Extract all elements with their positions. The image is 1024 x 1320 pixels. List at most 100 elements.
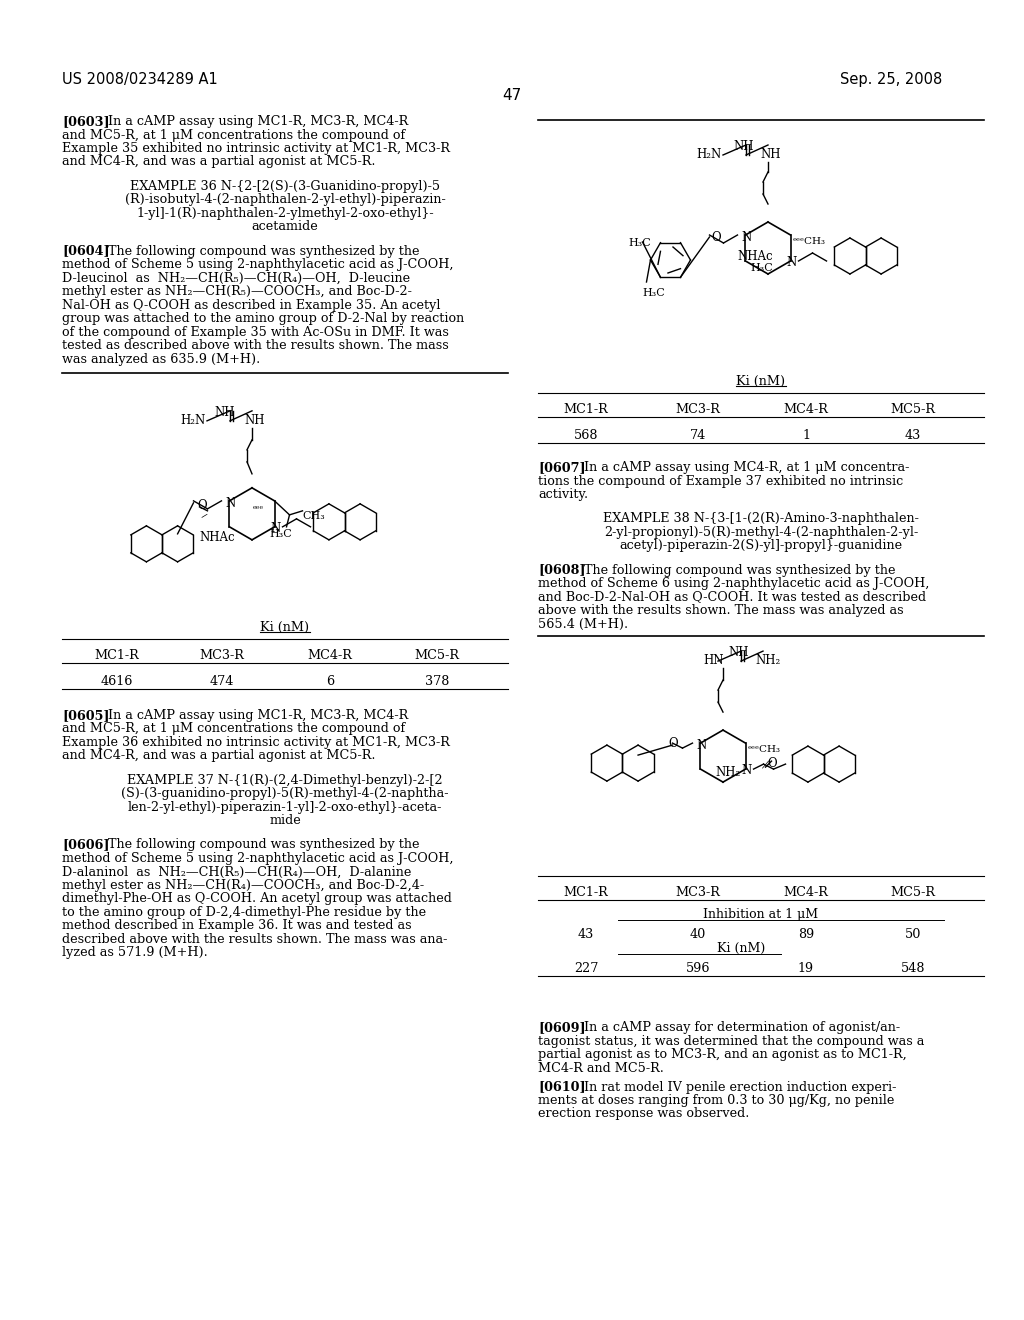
Text: In rat model IV penile erection induction experi-: In rat model IV penile erection inductio… <box>575 1081 896 1093</box>
Text: described above with the results shown. The mass was ana-: described above with the results shown. … <box>62 933 447 946</box>
Text: H₃C: H₃C <box>269 529 292 539</box>
Text: acetamide: acetamide <box>252 220 318 234</box>
Text: activity.: activity. <box>538 488 588 502</box>
Text: HN: HN <box>703 655 724 667</box>
Text: and Boc-D-2-Nal-OH as Q-COOH. It was tested as described: and Boc-D-2-Nal-OH as Q-COOH. It was tes… <box>538 590 926 603</box>
Text: [0607]: [0607] <box>538 461 586 474</box>
Text: Sep. 25, 2008: Sep. 25, 2008 <box>840 73 942 87</box>
Text: and MC5-R, at 1 μM concentrations the compound of: and MC5-R, at 1 μM concentrations the co… <box>62 128 406 141</box>
Text: len-2-yl-ethyl)-piperazin-1-yl]-2-oxo-ethyl}-aceta-: len-2-yl-ethyl)-piperazin-1-yl]-2-oxo-et… <box>128 801 442 813</box>
Text: [0605]: [0605] <box>62 709 110 722</box>
Text: MC5-R: MC5-R <box>891 403 936 416</box>
Text: In a cAMP assay using MC4-R, at 1 μM concentra-: In a cAMP assay using MC4-R, at 1 μM con… <box>575 461 909 474</box>
Text: H₂N: H₂N <box>180 414 205 426</box>
Text: N: N <box>225 496 236 510</box>
Text: MC1-R: MC1-R <box>94 649 139 661</box>
Text: 565.4 (M+H).: 565.4 (M+H). <box>538 618 628 631</box>
Text: NH: NH <box>214 405 234 418</box>
Text: EXAMPLE 38 N-{3-[1-(2(R)-Amino-3-naphthalen-: EXAMPLE 38 N-{3-[1-(2(R)-Amino-3-naphtha… <box>603 512 919 525</box>
Text: O: O <box>768 758 777 770</box>
Text: 2-yl-propionyl)-5(R)-methyl-4-(2-naphthalen-2-yl-: 2-yl-propionyl)-5(R)-methyl-4-(2-naphtha… <box>604 525 919 539</box>
Text: method of Scheme 5 using 2-naphthylacetic acid as J-COOH,: method of Scheme 5 using 2-naphthylaceti… <box>62 259 454 271</box>
Text: N: N <box>786 256 797 269</box>
Text: Example 35 exhibited no intrinsic activity at MC1-R, MC3-R: Example 35 exhibited no intrinsic activi… <box>62 143 450 154</box>
Text: partial agonist as to MC3-R, and an agonist as to MC1-R,: partial agonist as to MC3-R, and an agon… <box>538 1048 906 1061</box>
Text: 1-yl]-1(R)-naphthalen-2-ylmethyl-2-oxo-ethyl}-: 1-yl]-1(R)-naphthalen-2-ylmethyl-2-oxo-e… <box>136 207 434 220</box>
Text: NH: NH <box>760 148 780 161</box>
Text: (S)-(3-guanidino-propyl)-5(R)-methyl-4-(2-naphtha-: (S)-(3-guanidino-propyl)-5(R)-methyl-4-(… <box>121 787 449 800</box>
Text: 43: 43 <box>578 928 594 941</box>
Text: MC3-R: MC3-R <box>676 886 721 899</box>
Text: ᵉᵉᵉCH₃: ᵉᵉᵉCH₃ <box>793 238 825 246</box>
Text: method of Scheme 5 using 2-naphthylacetic acid as J-COOH,: method of Scheme 5 using 2-naphthylaceti… <box>62 851 454 865</box>
Text: ᵉᵉᵉ: ᵉᵉᵉ <box>253 504 264 513</box>
Text: (R)-isobutyl-4-(2-naphthalen-2-yl-ethyl)-piperazin-: (R)-isobutyl-4-(2-naphthalen-2-yl-ethyl)… <box>125 193 445 206</box>
Text: MC4-R: MC4-R <box>783 886 828 899</box>
Text: to the amino group of D-2,4-dimethyl-Phe residue by the: to the amino group of D-2,4-dimethyl-Phe… <box>62 906 426 919</box>
Text: EXAMPLE 37 N-{1(R)-(2,4-Dimethyl-benzyl)-2-[2: EXAMPLE 37 N-{1(R)-(2,4-Dimethyl-benzyl)… <box>127 774 442 787</box>
Text: ments at doses ranging from 0.3 to 30 μg/Kg, no penile: ments at doses ranging from 0.3 to 30 μg… <box>538 1094 894 1107</box>
Text: [0608]: [0608] <box>538 564 586 577</box>
Text: [0604]: [0604] <box>62 244 110 257</box>
Text: H₂N: H₂N <box>696 148 721 161</box>
Text: was analyzed as 635.9 (M+H).: was analyzed as 635.9 (M+H). <box>62 352 260 366</box>
Text: Ki (nM): Ki (nM) <box>736 375 785 388</box>
Text: dimethyl-Phe-OH as Q-COOH. An acetyl group was attached: dimethyl-Phe-OH as Q-COOH. An acetyl gro… <box>62 892 452 906</box>
Text: NH₂: NH₂ <box>755 655 780 667</box>
Text: lyzed as 571.9 (M+H).: lyzed as 571.9 (M+H). <box>62 946 208 960</box>
Text: [0609]: [0609] <box>538 1022 586 1034</box>
Text: In a cAMP assay using MC1-R, MC3-R, MC4-R: In a cAMP assay using MC1-R, MC3-R, MC4-… <box>100 115 409 128</box>
Text: 1: 1 <box>802 429 810 442</box>
Text: ᵉᵉᵉCH₃: ᵉᵉᵉCH₃ <box>748 744 780 754</box>
Text: O: O <box>669 737 678 750</box>
Text: Ki (nM): Ki (nM) <box>717 942 765 956</box>
Text: tagonist status, it was determined that the compound was a: tagonist status, it was determined that … <box>538 1035 925 1048</box>
Text: tions the compound of Example 37 exhibited no intrinsic: tions the compound of Example 37 exhibit… <box>538 474 903 487</box>
Text: MC3-R: MC3-R <box>200 649 245 661</box>
Text: NHAc: NHAc <box>200 531 236 544</box>
Text: and MC4-R, and was a partial agonist at MC5-R.: and MC4-R, and was a partial agonist at … <box>62 750 376 763</box>
Text: [0606]: [0606] <box>62 838 110 851</box>
Text: H₃C: H₃C <box>642 288 666 298</box>
Text: 548: 548 <box>901 962 926 975</box>
Text: method described in Example 36. It was and tested as: method described in Example 36. It was a… <box>62 920 412 932</box>
Text: MC4-R and MC5-R.: MC4-R and MC5-R. <box>538 1061 664 1074</box>
Text: N: N <box>270 521 281 535</box>
Text: In a cAMP assay using MC1-R, MC3-R, MC4-R: In a cAMP assay using MC1-R, MC3-R, MC4-… <box>100 709 409 722</box>
Text: MC3-R: MC3-R <box>676 403 721 416</box>
Text: 89: 89 <box>798 928 814 941</box>
Text: N: N <box>741 764 752 777</box>
Text: N: N <box>741 231 752 244</box>
Text: [0610]: [0610] <box>538 1081 586 1093</box>
Text: MC1-R: MC1-R <box>563 403 608 416</box>
Text: [0603]: [0603] <box>62 115 110 128</box>
Text: MC5-R: MC5-R <box>891 886 936 899</box>
Text: MC4-R: MC4-R <box>307 649 352 661</box>
Text: D-alaninol  as  NH₂—CH(R₅)—CH(R₄)—OH,  D-alanine: D-alaninol as NH₂—CH(R₅)—CH(R₄)—OH, D-al… <box>62 866 412 878</box>
Text: NH: NH <box>728 645 749 659</box>
Text: above with the results shown. The mass was analyzed as: above with the results shown. The mass w… <box>538 605 903 616</box>
Text: 40: 40 <box>690 928 707 941</box>
Text: erection response was observed.: erection response was observed. <box>538 1107 750 1121</box>
Text: acetyl)-piperazin-2(S)-yl]-propyl}-guanidine: acetyl)-piperazin-2(S)-yl]-propyl}-guani… <box>620 540 902 552</box>
Text: D-leucinol  as  NH₂—CH(R₅)—CH(R₄)—OH,  D-leucine: D-leucinol as NH₂—CH(R₅)—CH(R₄)—OH, D-le… <box>62 272 411 285</box>
Text: The following compound was synthesized by the: The following compound was synthesized b… <box>100 244 420 257</box>
Text: methyl ester as NH₂—CH(R₅)—COOCH₃, and Boc-D-2-: methyl ester as NH₂—CH(R₅)—COOCH₃, and B… <box>62 285 412 298</box>
Text: of the compound of Example 35 with Ac-OSu in DMF. It was: of the compound of Example 35 with Ac-OS… <box>62 326 449 339</box>
Text: H₃C: H₃C <box>629 238 651 248</box>
Text: EXAMPLE 36 N-{2-[2(S)-(3-Guanidino-propyl)-5: EXAMPLE 36 N-{2-[2(S)-(3-Guanidino-propy… <box>130 180 440 193</box>
Text: H₃C: H₃C <box>751 263 773 273</box>
Text: In a cAMP assay for determination of agonist/an-: In a cAMP assay for determination of ago… <box>575 1022 900 1034</box>
Text: O: O <box>198 499 207 512</box>
Text: Inhibition at 1 μM: Inhibition at 1 μM <box>703 908 818 921</box>
Text: Example 36 exhibited no intrinsic activity at MC1-R, MC3-R: Example 36 exhibited no intrinsic activi… <box>62 735 450 748</box>
Text: NH: NH <box>733 140 754 153</box>
Text: MC1-R: MC1-R <box>563 886 608 899</box>
Text: method of Scheme 6 using 2-naphthylacetic acid as J-COOH,: method of Scheme 6 using 2-naphthylaceti… <box>538 577 930 590</box>
Text: The following compound was synthesized by the: The following compound was synthesized b… <box>575 564 896 577</box>
Text: NH: NH <box>244 414 264 426</box>
Text: 568: 568 <box>573 429 598 442</box>
Text: NH₂: NH₂ <box>715 766 740 779</box>
Text: Nal-OH as Q-COOH as described in Example 35. An acetyl: Nal-OH as Q-COOH as described in Example… <box>62 298 440 312</box>
Text: US 2008/0234289 A1: US 2008/0234289 A1 <box>62 73 218 87</box>
